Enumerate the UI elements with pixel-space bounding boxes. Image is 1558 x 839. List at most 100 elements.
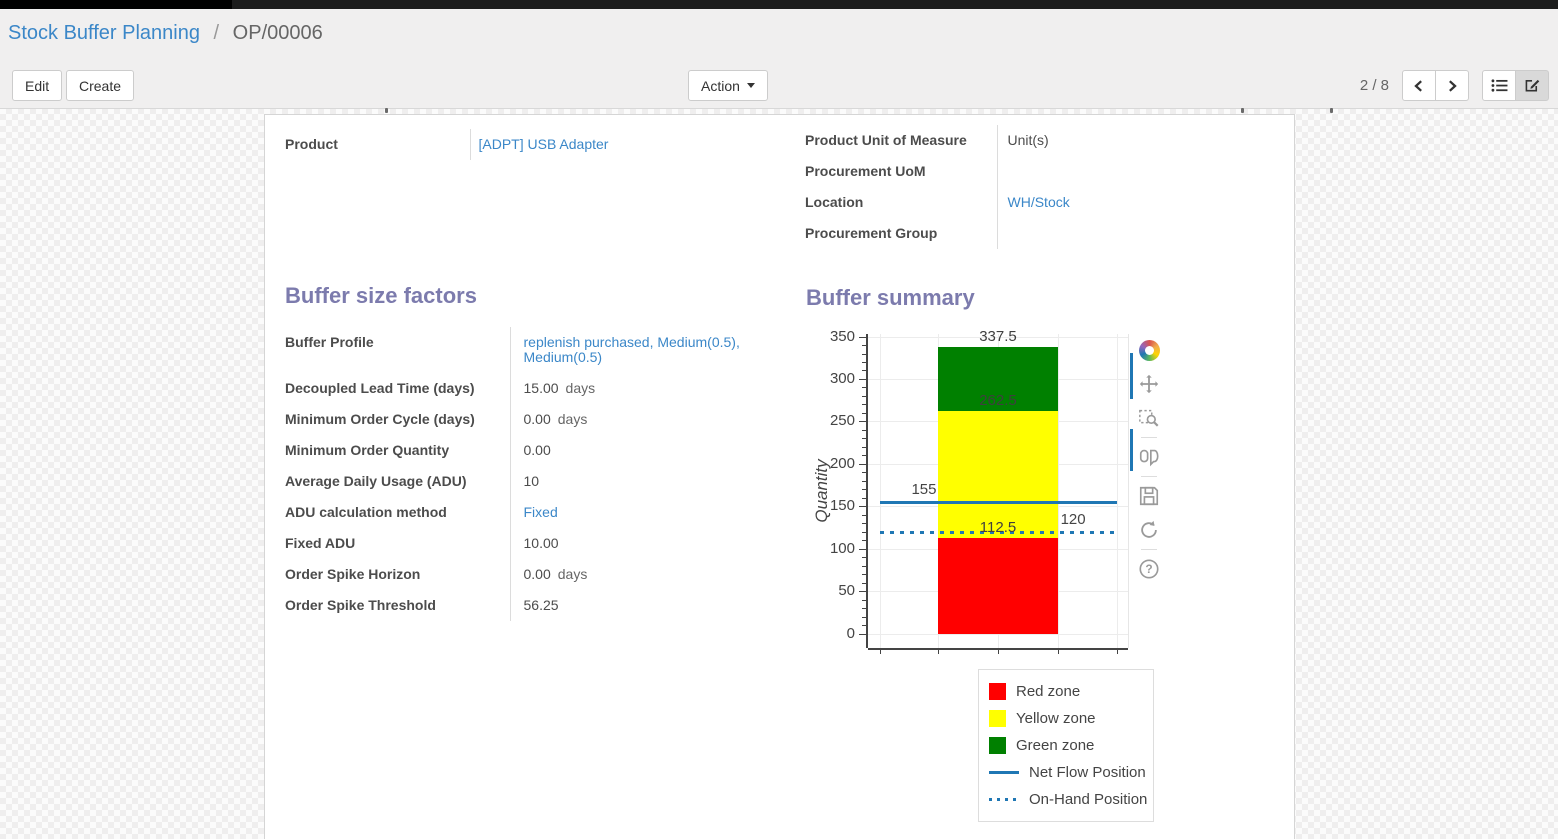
legend-item[interactable]: Red zone — [989, 678, 1143, 705]
field-label: Minimum Order Quantity — [285, 435, 511, 466]
pan-icon — [1139, 374, 1159, 394]
zone-bar-green — [937, 347, 1059, 411]
zone-bar-yellow — [937, 410, 1059, 539]
pager-next-button[interactable] — [1435, 70, 1469, 101]
create-button[interactable]: Create — [66, 70, 135, 101]
save-icon — [1139, 486, 1159, 506]
field-value-link[interactable]: Fixed — [523, 504, 558, 520]
breadcrumb-link[interactable]: Stock Buffer Planning — [8, 22, 200, 44]
field-row: ADU calculation method Fixed — [285, 497, 777, 528]
field-row: Order Spike Horizon 0.00 days — [285, 559, 777, 590]
legend-label: Red zone — [1016, 683, 1081, 700]
box-zoom-icon — [1139, 409, 1159, 427]
field-row: Product [ADPT] USB Adapter — [285, 129, 608, 160]
grid-line-vertical — [1117, 334, 1119, 648]
legend-item[interactable]: On-Hand Position — [989, 786, 1147, 813]
chevron-right-icon — [1449, 79, 1457, 92]
plotly-logo-icon — [1138, 339, 1160, 361]
field-row: Minimum Order Quantity 0.00 — [285, 435, 777, 466]
field-row: Buffer Profile replenish purchased, Mediu… — [285, 327, 777, 373]
modebar-separator — [1141, 437, 1157, 438]
chart-modebar: ? — [1136, 333, 1162, 586]
y-axis-tick — [862, 557, 866, 559]
caret-down-icon — [746, 83, 755, 88]
y-axis-tick — [862, 540, 866, 542]
field-label: Average Daily Usage (ADU) — [285, 466, 511, 497]
y-axis-tick — [862, 362, 866, 363]
y-axis-tick-label: 0 — [846, 624, 855, 642]
y-axis-tick — [862, 616, 866, 618]
y-axis-tick — [859, 378, 866, 380]
line-value-label: 120 — [1060, 510, 1086, 528]
y-axis-tick-label: 100 — [829, 539, 855, 557]
legend-label: Net Flow Position — [1029, 764, 1146, 781]
y-axis-tick — [859, 421, 866, 423]
field-value: 10 — [523, 473, 540, 489]
field-value: Unit(s) — [1007, 132, 1049, 148]
field-label: Procurement UoM — [805, 156, 998, 187]
y-axis-tick — [862, 582, 866, 584]
edit-button[interactable]: Edit — [12, 70, 63, 101]
pager-previous-button[interactable] — [1402, 70, 1436, 101]
field-value-link[interactable]: replenish purchased, Medium(0.5), Medium… — [523, 334, 740, 365]
fields-table: Buffer Profile replenish purchased, Mediu… — [285, 327, 777, 621]
list-view-button[interactable] — [1482, 70, 1516, 101]
legend-item[interactable]: Yellow zone — [989, 705, 1143, 732]
y-axis-tick — [862, 395, 866, 397]
form-view-button[interactable] — [1515, 70, 1549, 101]
fields-table: Product [ADPT] USB Adapter — [285, 129, 608, 160]
field-value-link[interactable]: WH/Stock — [1007, 194, 1070, 210]
legend-item[interactable]: Net Flow Position — [989, 759, 1146, 786]
modebar-save-snapshot-button[interactable] — [1137, 484, 1161, 508]
x-axis-line — [868, 648, 1128, 650]
list-icon — [1491, 79, 1507, 92]
field-row: Decoupled Lead Time (days) 15.00 days — [285, 373, 777, 404]
legend-item[interactable]: Green zone — [989, 732, 1143, 759]
field-value-cell: 0.00 — [510, 435, 777, 466]
chart-legend: Red zone Yellow zone Green zone Net Flow Po… — [978, 669, 1154, 822]
field-value-cell: 0.00 days — [510, 404, 777, 435]
y-axis-tick — [862, 446, 866, 448]
modebar-active-indicator — [1130, 429, 1133, 471]
legend-line-icon — [989, 771, 1019, 774]
modebar-hover-compare-button[interactable] — [1137, 445, 1161, 469]
field-row: Average Daily Usage (ADU) 10 — [285, 466, 777, 497]
zone-value-label: 262.5 — [979, 391, 1017, 409]
y-axis-tick — [862, 412, 866, 414]
clipped-text-descender — [1241, 108, 1244, 113]
field-value-link[interactable]: [ADPT] USB Adapter — [478, 136, 609, 152]
field-unit-suffix: days — [557, 566, 588, 582]
clipped-text-descender — [1330, 108, 1333, 113]
field-value-cell: replenish purchased, Medium(0.5), Medium… — [510, 327, 777, 373]
pager-and-view-switcher: 2 / 8 — [1360, 70, 1549, 101]
zone-value-label: 337.5 — [979, 328, 1017, 346]
field-row: Location WH/Stock — [805, 187, 1070, 218]
field-unit-suffix: days — [565, 380, 596, 396]
modebar-separator — [1141, 549, 1157, 550]
modebar-help-button[interactable]: ? — [1137, 557, 1161, 581]
x-axis-tick — [937, 650, 939, 654]
y-axis-tick — [862, 404, 866, 406]
field-value: 10.00 — [523, 535, 559, 551]
modebar-autoscale-button[interactable] — [1137, 518, 1161, 542]
control-buttons-row: Edit Create Action 2 / 8 — [0, 70, 1558, 102]
y-axis-tick — [862, 387, 866, 389]
action-dropdown-button[interactable]: Action — [688, 70, 768, 101]
y-axis-tick — [859, 591, 866, 593]
product-field-group: Product [ADPT] USB Adapter — [285, 129, 782, 160]
modebar-box-zoom-button[interactable] — [1137, 406, 1161, 430]
y-axis-tick-label: 150 — [829, 497, 855, 515]
breadcrumb-separator: / — [213, 22, 220, 44]
field-value-cell: WH/Stock — [997, 187, 1070, 218]
plot-right-border — [1128, 334, 1129, 648]
field-label: Location — [805, 187, 998, 218]
modebar-pan-button[interactable] — [1137, 372, 1161, 396]
net-flow-line — [879, 501, 1118, 505]
buffer-summary-title: Buffer summary — [806, 285, 975, 310]
modebar-active-indicator — [1130, 353, 1133, 399]
field-value: 56.25 — [523, 597, 559, 613]
field-label: ADU calculation method — [285, 497, 511, 528]
buffer-summary-chart[interactable]: 0 50 100 150 200 250 300 350 Quantity 155 120 112.5… — [810, 327, 1170, 822]
modebar-plotly-logo-button[interactable] — [1137, 338, 1161, 362]
view-switcher — [1482, 70, 1549, 101]
